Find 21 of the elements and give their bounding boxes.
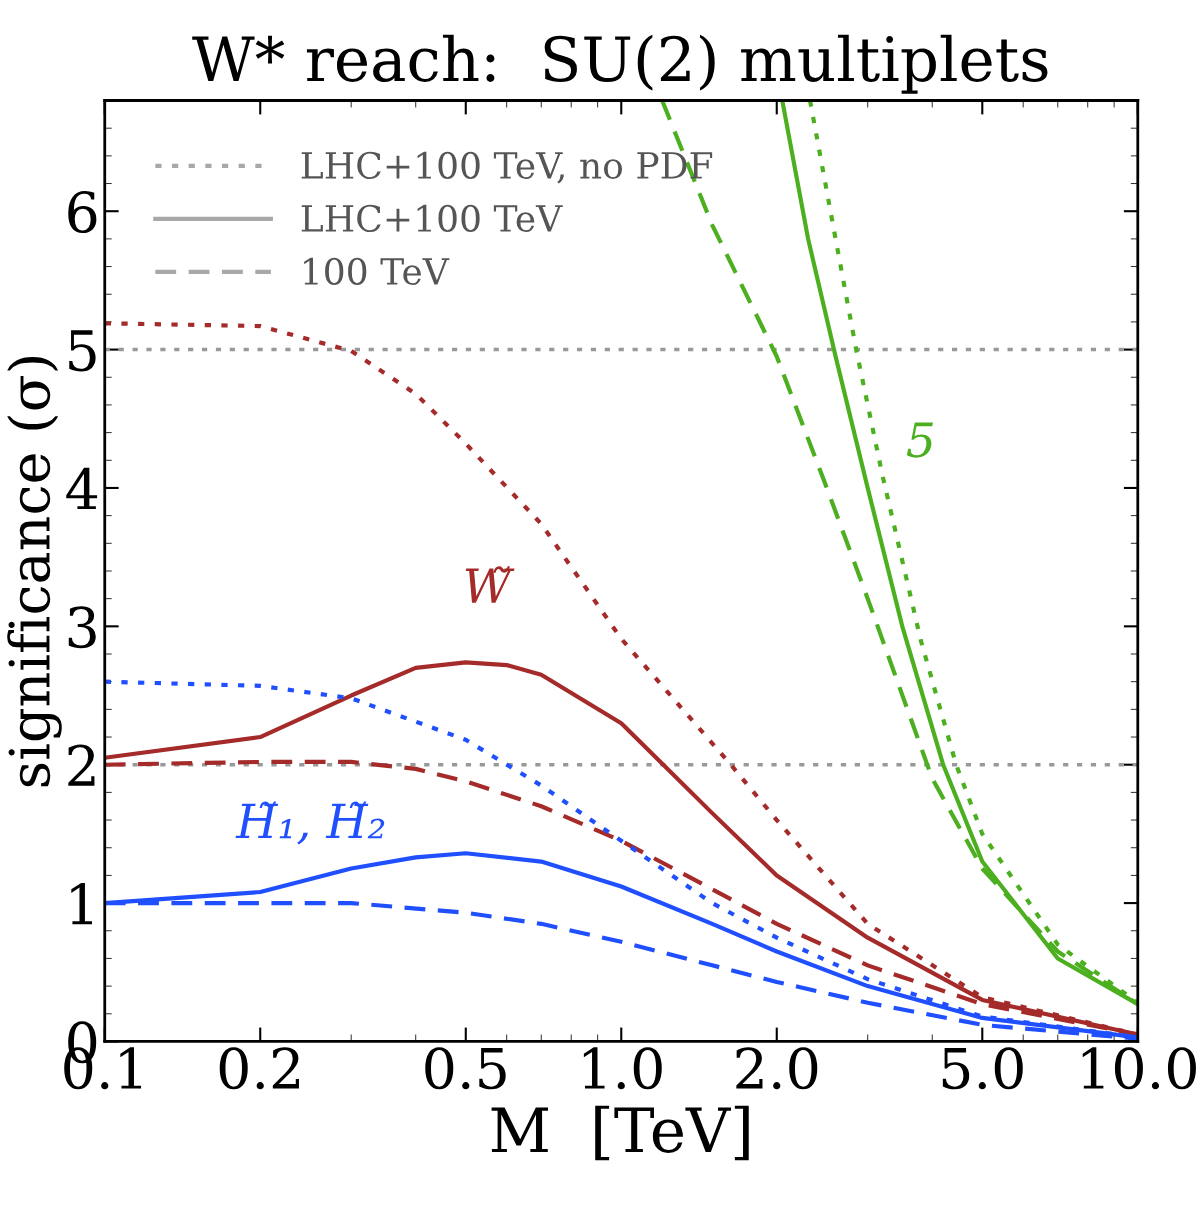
series-label: H̃₁, H̃₂ bbox=[235, 801, 385, 845]
y-axis-title: significance (σ) bbox=[7, 357, 62, 787]
x-tick-label: 0.2 bbox=[219, 1047, 299, 1090]
legend-label: LHC+100 TeV bbox=[301, 204, 563, 233]
chart-title: W* reach: SU(2) multiplets bbox=[192, 34, 1048, 94]
series-label: 5 bbox=[906, 422, 933, 458]
y-tick-label: 6 bbox=[68, 191, 97, 234]
legend-label: 100 TeV bbox=[304, 257, 450, 286]
y-tick-label: 4 bbox=[66, 467, 98, 510]
y-tick-label: 1 bbox=[71, 882, 92, 925]
x-tick-label: 10.0 bbox=[1082, 1047, 1196, 1090]
x-axis-title: M [TeV] bbox=[491, 1105, 749, 1161]
y-tick-label: 5 bbox=[69, 330, 96, 372]
y-tick-label: 3 bbox=[68, 606, 96, 649]
x-tick-label: 0.5 bbox=[425, 1047, 506, 1090]
legend-label: LHC+100 TeV, no PDF bbox=[301, 151, 713, 184]
x-tick-label: 5.0 bbox=[942, 1047, 1023, 1090]
y-tick-label: 2 bbox=[68, 744, 95, 786]
series-label: W̃ bbox=[465, 566, 515, 603]
x-tick-label: 2.0 bbox=[736, 1047, 818, 1090]
x-tick-label: 1.0 bbox=[583, 1047, 662, 1090]
